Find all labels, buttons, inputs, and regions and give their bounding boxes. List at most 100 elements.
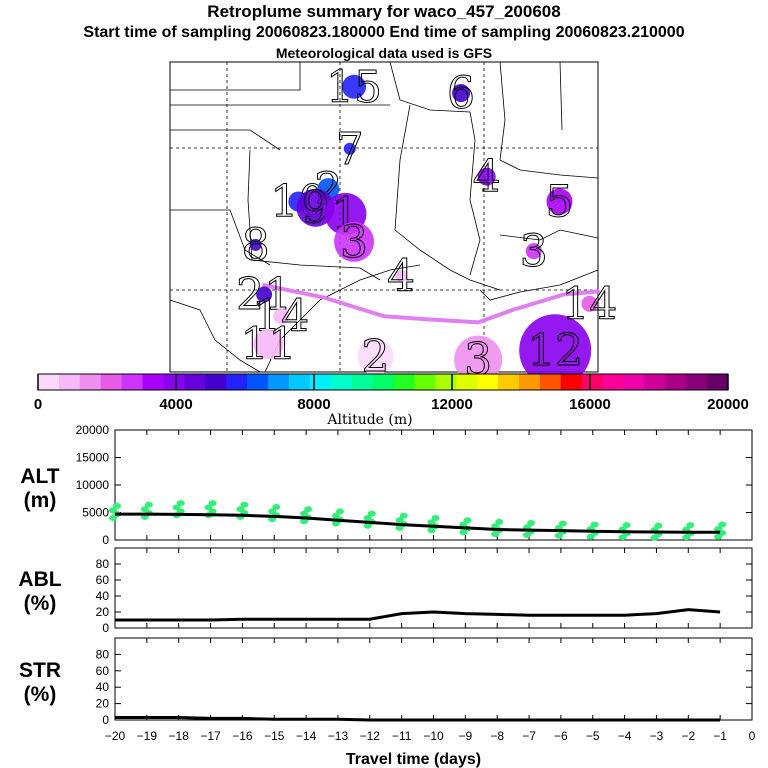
x-tick-label-1: −19: [137, 729, 158, 743]
colorbar-swatch-18: [414, 374, 436, 390]
alt-particle-11-3: [463, 517, 472, 524]
alt-particle-16-3: [622, 522, 631, 529]
plume-marker-label-10: 3: [340, 217, 368, 268]
colorbar-swatch-28: [623, 374, 645, 390]
alt-particle-19-2: [714, 526, 723, 532]
alt-particle-9-3: [399, 512, 408, 519]
series-line-0: [115, 512, 721, 534]
alt-particle-18-3: [686, 522, 695, 529]
colorbar-swatch-32: [707, 374, 729, 390]
colorbar-swatch-30: [665, 374, 687, 390]
plume-marker-label-13: 4: [387, 251, 415, 302]
colorbar-swatch-21: [477, 374, 499, 390]
alt-particle-4-2: [236, 506, 245, 513]
x-tick-label-9: −11: [392, 729, 412, 743]
map-frame: [169, 61, 599, 373]
plume-marker-label-15: 11: [240, 319, 296, 370]
colorbar-tick-label-5: 20000: [707, 396, 749, 413]
x-tick-label-3: −17: [200, 729, 221, 743]
colorbar-swatch-23: [518, 374, 541, 390]
plume-marker-label-7: 9: [302, 183, 330, 234]
colorbar-swatch-22: [498, 374, 520, 390]
plume-marker-4: [546, 188, 573, 215]
alt-particle-5-2: [268, 508, 277, 515]
alt-particle-8-3: [367, 510, 376, 517]
y-tick-label-2-0: 0: [102, 713, 109, 727]
x-tick-label-17: −3: [650, 729, 664, 743]
plume-marker-label-19: 14: [561, 279, 617, 330]
x-tick-label-18: −2: [681, 729, 695, 743]
colorbar-swatch-12: [288, 374, 311, 390]
y-tick-label-1-0: 0: [102, 621, 109, 635]
x-tick-label-2: −18: [169, 729, 190, 743]
alt-particle-5-3: [272, 504, 281, 510]
colorbar-swatch-6: [163, 374, 185, 390]
x-tick-label-10: −10: [423, 729, 444, 743]
plume-marker-label-3: 4: [473, 152, 501, 203]
alt-particle-2-2: [172, 504, 181, 511]
alt-particle-8-2: [363, 515, 372, 521]
plume-marker-18: [519, 314, 592, 387]
plume-marker-label-18: 12: [527, 325, 583, 376]
plume-marker-3: [477, 167, 496, 186]
y-tick-label-1-3: 60: [96, 573, 110, 587]
y-tick-label-2-3: 60: [96, 664, 110, 678]
x-tick-label-0: −20: [105, 729, 126, 743]
alt-particle-7-3: [335, 508, 344, 515]
colorbar-tick-label-1: 4000: [159, 396, 192, 413]
colorbar-swatch-16: [372, 374, 394, 390]
chart-title: Retroplume summary for waco_457_200608: [207, 2, 561, 21]
colorbar-swatch-7: [184, 374, 206, 390]
alt-particle-2-3: [176, 500, 185, 507]
alt-particle-11-2: [459, 521, 468, 528]
x-tick-label-6: −14: [296, 729, 317, 743]
colorbar-swatch-19: [435, 374, 457, 390]
x-tick-label-11: −9: [459, 729, 473, 743]
alt-particle-9-2: [395, 517, 404, 524]
x-tick-label-5: −15: [264, 729, 285, 743]
y-tick-label-1-4: 80: [96, 557, 110, 571]
plume-marker-9: [249, 238, 262, 251]
panel-frame-2: [114, 637, 753, 721]
altitude-colorbar: 0 4000 8000 12000 16000 20000: [34, 373, 749, 413]
plume-marker-12: [256, 286, 273, 303]
plume-marker-label-1: 6: [447, 68, 475, 119]
plume-marker-15: [253, 329, 284, 360]
alt-particle-10-3: [431, 515, 440, 521]
colorbar-swatch-15: [351, 374, 374, 390]
y-tick-label-1-2: 40: [96, 589, 110, 603]
x-tick-label-20: 0: [749, 729, 756, 743]
plume-marker-10: [334, 221, 375, 262]
y-tick-label-0-1: 5000: [82, 506, 109, 520]
series-line-1: [115, 608, 721, 622]
plume-marker-19: [581, 295, 598, 312]
alt-particle-1-2: [140, 506, 149, 513]
colorbar-tick-label-0: 0: [34, 396, 42, 413]
time-series-panels: 05000100001500020000ALT(m)020406080ABL(%…: [18, 423, 755, 768]
alt-particle-19-3: [718, 521, 727, 528]
colorbar-swatch-8: [205, 374, 227, 390]
colorbar-swatch-9: [226, 374, 248, 390]
y-tick-label-1-1: 20: [96, 605, 110, 619]
x-tick-label-13: −7: [522, 729, 536, 743]
y-label-unit-0: (m): [24, 489, 57, 512]
x-tick-label-7: −13: [328, 729, 349, 743]
alt-particle-6-2: [300, 510, 309, 517]
plume-marker-13: [395, 269, 408, 282]
x-tick-label-4: −16: [232, 729, 253, 743]
colorbar-tick-label-3: 12000: [431, 396, 473, 413]
alt-particle-15-3: [590, 521, 599, 528]
sampling-times: Start time of sampling 20060823.180000 E…: [83, 24, 685, 41]
y-tick-label-0-0: 0: [102, 533, 109, 547]
colorbar-swatch-26: [581, 374, 604, 390]
y-tick-label-2-1: 20: [96, 697, 110, 711]
x-tick-label-12: −8: [490, 729, 504, 743]
plume-marker-0: [342, 74, 367, 99]
y-tick-label-2-2: 40: [96, 680, 110, 694]
trajectory-path: [262, 283, 600, 325]
alt-particle-0-2: [109, 507, 117, 514]
colorbar-swatch-10: [247, 374, 269, 390]
colorbar-swatch-11: [268, 374, 290, 390]
plume-marker-label-9: 8: [242, 220, 270, 271]
alt-particle-17-3: [654, 522, 663, 529]
